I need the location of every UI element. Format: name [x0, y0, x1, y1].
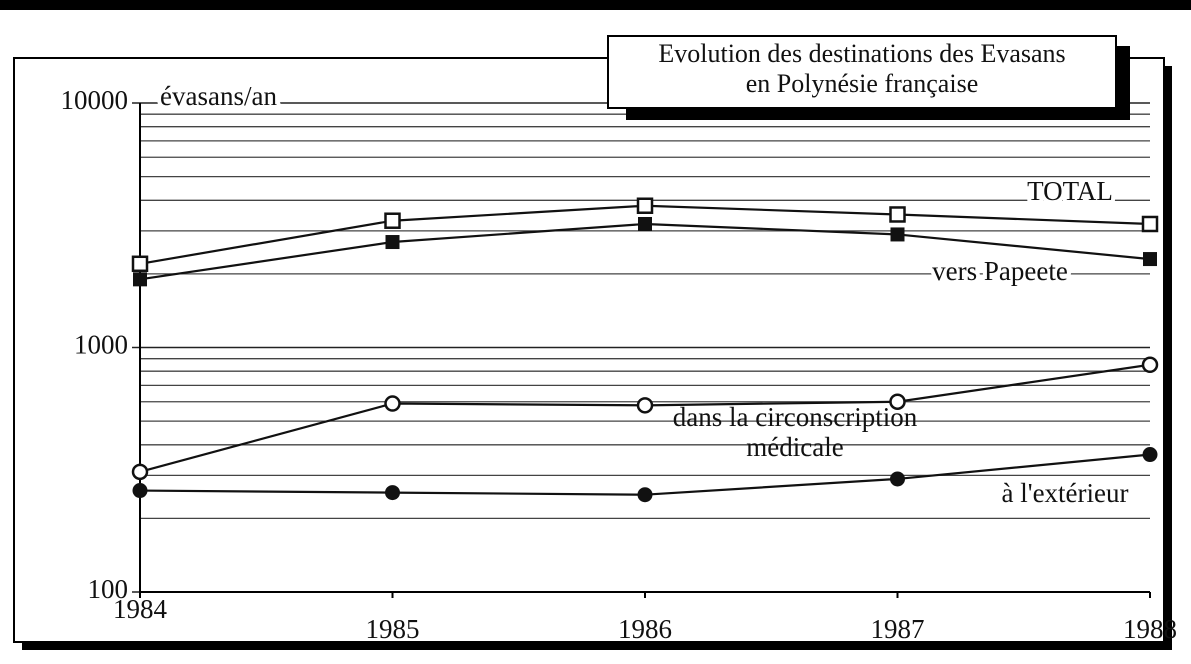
marker	[133, 272, 147, 287]
x-tick-label: 1987	[871, 614, 925, 644]
x-tick-label: 1985	[366, 614, 420, 644]
marker	[890, 227, 905, 242]
marker	[385, 235, 400, 250]
marker	[890, 471, 905, 487]
marker	[384, 212, 401, 229]
plot-area: 100 1000 10000 1984 1985 1986 1987 1988	[61, 85, 1178, 644]
series-label: TOTAL	[1027, 176, 1113, 206]
marker	[637, 487, 653, 503]
series-label-box: dans la circonscription médicale	[672, 402, 918, 462]
x-tick-label: 1984	[113, 594, 168, 624]
marker	[385, 485, 400, 501]
marker	[889, 206, 906, 223]
marker	[1143, 252, 1157, 267]
marker	[1142, 447, 1158, 463]
marker	[131, 255, 149, 273]
marker	[1141, 356, 1159, 374]
marker	[384, 395, 401, 412]
y-tick-label: 1000	[74, 330, 128, 360]
y-tick-label: 10000	[61, 85, 129, 115]
series-label: dans la circonscription médicale	[672, 402, 918, 462]
marker	[1141, 215, 1159, 233]
marker	[132, 483, 148, 499]
series-label: à l'extérieur	[1001, 478, 1128, 508]
y-tick-label: 100	[88, 574, 129, 604]
y-axis-label: évasans/an	[160, 81, 277, 111]
x-tick-label: 1986	[618, 614, 672, 644]
x-tick-label: 1988	[1123, 614, 1177, 644]
frame	[13, 57, 1165, 643]
series-label: vers Papeete	[932, 256, 1068, 286]
marker	[131, 463, 149, 481]
marker	[636, 397, 654, 414]
chart-title: en Polynésie française	[746, 69, 978, 98]
marker	[889, 393, 906, 410]
top-bar	[0, 0, 1191, 10]
title-box	[607, 35, 1117, 109]
chart-title: Evolution des destinations des Evasans	[658, 39, 1065, 68]
marker	[638, 216, 652, 231]
marker	[636, 197, 654, 214]
